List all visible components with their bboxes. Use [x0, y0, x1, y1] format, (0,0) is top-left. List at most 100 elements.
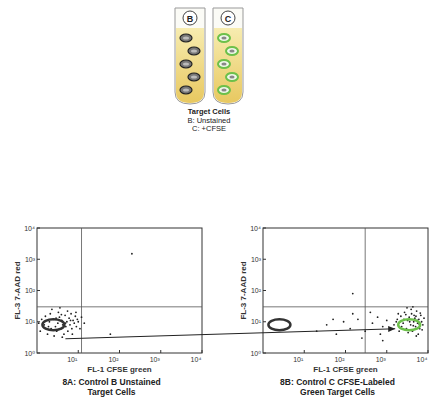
point	[352, 313, 354, 315]
point	[67, 310, 69, 312]
point	[405, 314, 407, 316]
point	[49, 313, 51, 315]
point	[349, 328, 351, 330]
point	[407, 332, 409, 334]
cell-cfse	[226, 73, 238, 81]
point	[421, 321, 423, 323]
y-tick	[37, 321, 40, 322]
arrow	[65, 329, 395, 339]
point	[73, 322, 75, 324]
quadrant-line-y	[263, 306, 428, 307]
gate-ellipse	[398, 319, 420, 330]
tube-label-circle	[221, 11, 235, 25]
point	[53, 335, 55, 337]
chart: 10¹10²10³10⁴10⁰10¹10²10³10⁴FL-1 CFSE gre…	[239, 225, 428, 398]
point	[412, 325, 414, 327]
x-tick-label: 10¹	[67, 356, 78, 363]
plot-frame	[37, 228, 202, 353]
point	[77, 321, 79, 323]
caption: C: +CFSE	[192, 124, 226, 133]
x-tick-label: 10²	[334, 356, 345, 363]
point	[61, 336, 63, 338]
cell-unstained	[180, 86, 192, 94]
quadrant-line-y	[37, 306, 202, 307]
y-tick-label: 10²	[251, 287, 262, 294]
point	[70, 313, 72, 315]
plot-area	[263, 228, 428, 353]
point	[71, 328, 73, 330]
point	[377, 316, 379, 318]
x-tick	[78, 350, 79, 353]
y-tick-label: 10⁰	[250, 350, 261, 357]
point	[413, 314, 415, 316]
point	[357, 318, 359, 320]
point	[382, 326, 384, 328]
point	[63, 333, 65, 335]
point	[68, 317, 70, 319]
point	[79, 328, 81, 330]
cell-nucleus	[191, 49, 197, 52]
x-tick-label: 10³	[150, 356, 161, 363]
plot-area	[37, 228, 202, 353]
y-tick-label: 10⁴	[24, 225, 35, 232]
cell-nucleus	[183, 62, 189, 65]
point	[57, 311, 59, 313]
point	[64, 314, 66, 316]
y-tick	[263, 259, 266, 260]
point	[386, 320, 388, 322]
chart: 10¹10²10³10⁴10⁰10¹10²10³10⁴FL-1 CFSE gre…	[13, 225, 202, 398]
cell-unstained	[180, 60, 192, 68]
point	[382, 340, 384, 342]
y-tick	[263, 321, 266, 322]
point	[415, 335, 417, 337]
point	[47, 333, 49, 335]
point	[422, 324, 424, 326]
point	[419, 312, 421, 314]
point	[423, 317, 425, 319]
point	[411, 313, 413, 315]
tube-glass	[213, 8, 243, 104]
cell-unstained	[188, 73, 200, 81]
point	[71, 333, 73, 335]
point	[326, 324, 328, 326]
tube: C	[213, 8, 243, 104]
point	[421, 329, 423, 331]
point	[83, 322, 85, 324]
point	[38, 322, 40, 324]
chart-title: 8A: Control B Unstained	[62, 377, 160, 387]
x-tick-label: 10⁴	[417, 356, 428, 363]
x-tick-label: 10²	[108, 356, 119, 363]
cell-nucleus	[229, 76, 234, 79]
cell-nucleus	[221, 63, 226, 66]
x-tick	[160, 350, 161, 353]
y-tick	[37, 290, 40, 291]
point	[372, 322, 374, 324]
y-tick-label: 10⁴	[250, 225, 261, 232]
point	[343, 321, 345, 323]
cell-cfse	[218, 60, 230, 68]
point	[416, 310, 418, 312]
point	[398, 330, 400, 332]
cell-cfse	[218, 34, 230, 42]
point	[51, 308, 53, 310]
y-tick-label: 10¹	[25, 318, 36, 325]
point	[55, 326, 57, 328]
point	[397, 313, 399, 315]
x-tick	[119, 350, 120, 353]
y-tick-label: 10⁰	[24, 350, 35, 357]
cell-unstained	[188, 47, 200, 55]
point	[400, 315, 402, 317]
point	[74, 315, 76, 317]
point	[48, 326, 50, 328]
y-tick	[263, 228, 266, 229]
point	[408, 316, 410, 318]
x-tick	[428, 350, 429, 353]
point	[131, 253, 133, 255]
cell-nucleus	[221, 89, 226, 92]
x-tick-label: 10³	[376, 356, 387, 363]
point	[39, 330, 41, 332]
y-tick-label: 10¹	[251, 318, 262, 325]
cell-nucleus	[183, 36, 189, 39]
point	[57, 322, 59, 324]
y-tick	[37, 259, 40, 260]
